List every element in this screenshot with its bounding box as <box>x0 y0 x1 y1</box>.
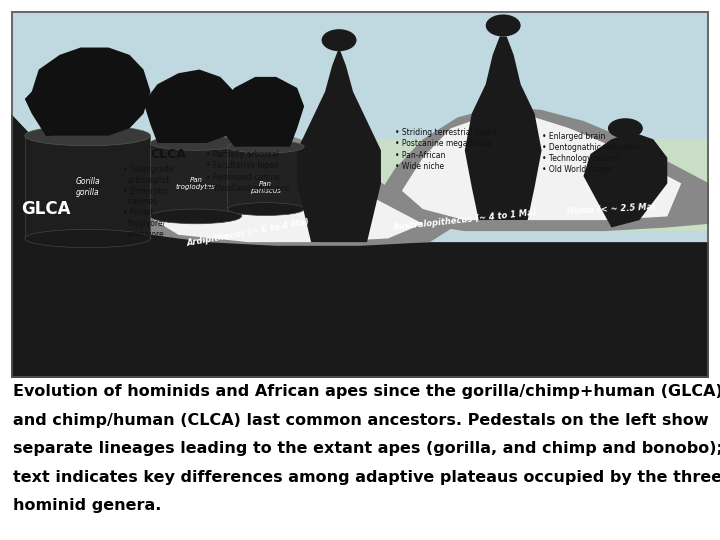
FancyBboxPatch shape <box>11 139 709 231</box>
Ellipse shape <box>486 15 521 37</box>
Text: Pan
troglodytes: Pan troglodytes <box>176 177 216 190</box>
Ellipse shape <box>24 230 150 248</box>
Text: hominid genera.: hominid genera. <box>13 498 161 513</box>
Polygon shape <box>374 106 709 231</box>
FancyBboxPatch shape <box>11 11 709 213</box>
Ellipse shape <box>322 29 356 51</box>
Polygon shape <box>297 48 381 242</box>
Text: • Striding terrestrial biped
• Postcanine megadontia
• Pan-African
• Wide niche: • Striding terrestrial biped • Postcanin… <box>395 129 497 171</box>
FancyBboxPatch shape <box>24 136 150 239</box>
Text: Gorilla
gorilla: Gorilla gorilla <box>76 177 100 197</box>
Ellipse shape <box>228 202 304 215</box>
Polygon shape <box>220 77 304 147</box>
Ellipse shape <box>24 125 150 146</box>
Polygon shape <box>402 113 681 220</box>
Ellipse shape <box>608 118 643 138</box>
FancyBboxPatch shape <box>150 143 241 217</box>
Text: text indicates key differences among adaptive plateaus occupied by the three: text indicates key differences among ada… <box>13 470 720 484</box>
Ellipse shape <box>150 136 241 150</box>
Text: Australopithecus (~ 4 to 1 Ma): Australopithecus (~ 4 to 1 Ma) <box>392 208 537 232</box>
Text: Pan
paniscus: Pan paniscus <box>251 180 281 193</box>
Text: • Palmigrade
  arborealist
• Dimorphic
  canines
• Forest
  frugivore/
  omnivor: • Palmigrade arborealist • Dimorphic can… <box>122 165 173 239</box>
FancyBboxPatch shape <box>11 11 709 378</box>
Polygon shape <box>32 48 150 136</box>
Polygon shape <box>109 132 465 246</box>
Polygon shape <box>11 113 709 378</box>
Polygon shape <box>465 37 541 220</box>
Text: Ardipithecus (~ 6 to 4 Ma): Ardipithecus (~ 6 to 4 Ma) <box>186 218 310 248</box>
Text: and chimp/human (CLCA) last common ancestors. Pedestals on the left show: and chimp/human (CLCA) last common ances… <box>13 413 708 428</box>
Text: separate lineages leading to the extant apes (gorilla, and chimp and bonobo);: separate lineages leading to the extant … <box>13 441 720 456</box>
Text: • Partially arboreal
• Facultative biped
• Feminized canine
• Woodland omnivore: • Partially arboreal • Facultative biped… <box>207 150 289 193</box>
Text: Evolution of hominids and African apes since the gorilla/chimp+human (GLCA): Evolution of hominids and African apes s… <box>13 384 720 400</box>
Text: GLCA: GLCA <box>22 200 71 218</box>
Text: Homo (< ~ 2.5 Ma): Homo (< ~ 2.5 Ma) <box>567 202 657 216</box>
Ellipse shape <box>150 209 241 224</box>
Text: CLCA: CLCA <box>150 147 186 160</box>
Polygon shape <box>583 132 667 227</box>
FancyBboxPatch shape <box>228 147 304 209</box>
Ellipse shape <box>228 140 304 153</box>
Polygon shape <box>143 70 234 143</box>
Polygon shape <box>137 139 423 242</box>
Text: • Enlarged brain
• Dentognathic reduction
• Technology-reliant
• Old World range: • Enlarged brain • Dentognathic reductio… <box>541 132 639 174</box>
Polygon shape <box>24 92 60 136</box>
